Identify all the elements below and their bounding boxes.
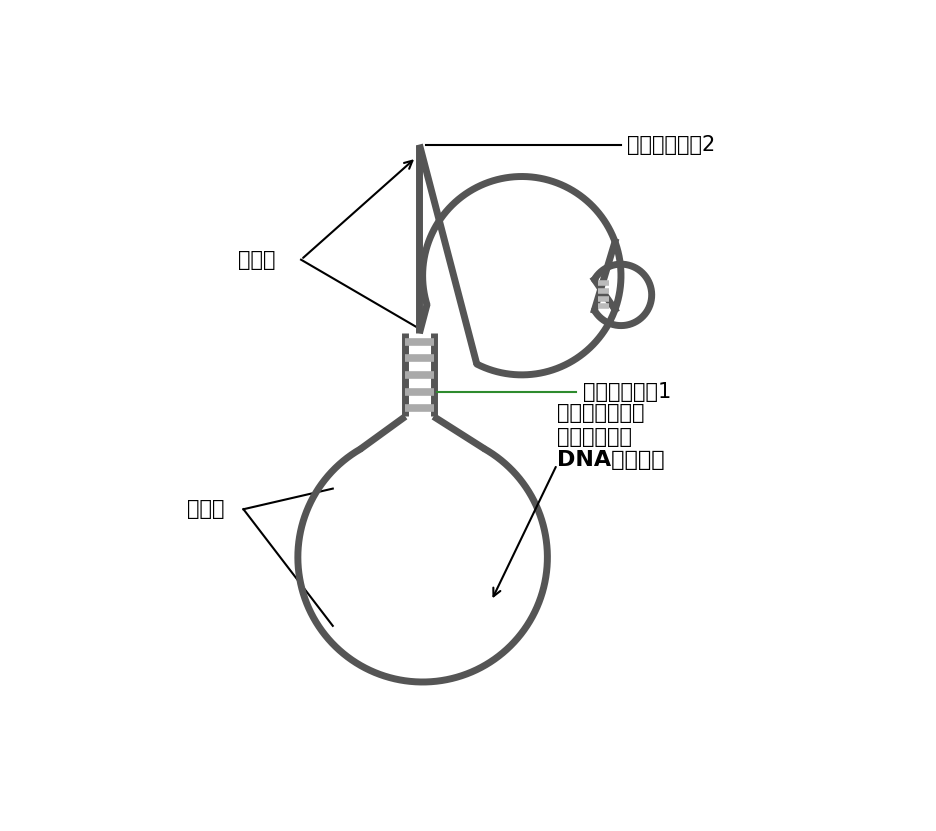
Text: 后产生的短链: 后产生的短链 [556,426,631,446]
Text: DNA片段互补: DNA片段互补 [556,450,664,470]
Text: 底物结合位点2: 底物结合位点2 [627,135,715,155]
Text: 启动区: 启动区 [186,499,224,519]
Text: 与恒温指数扩增: 与恒温指数扩增 [556,403,644,423]
Text: 底物结合位点1: 底物结合位点1 [582,381,670,401]
Text: 催化区: 催化区 [238,249,275,270]
